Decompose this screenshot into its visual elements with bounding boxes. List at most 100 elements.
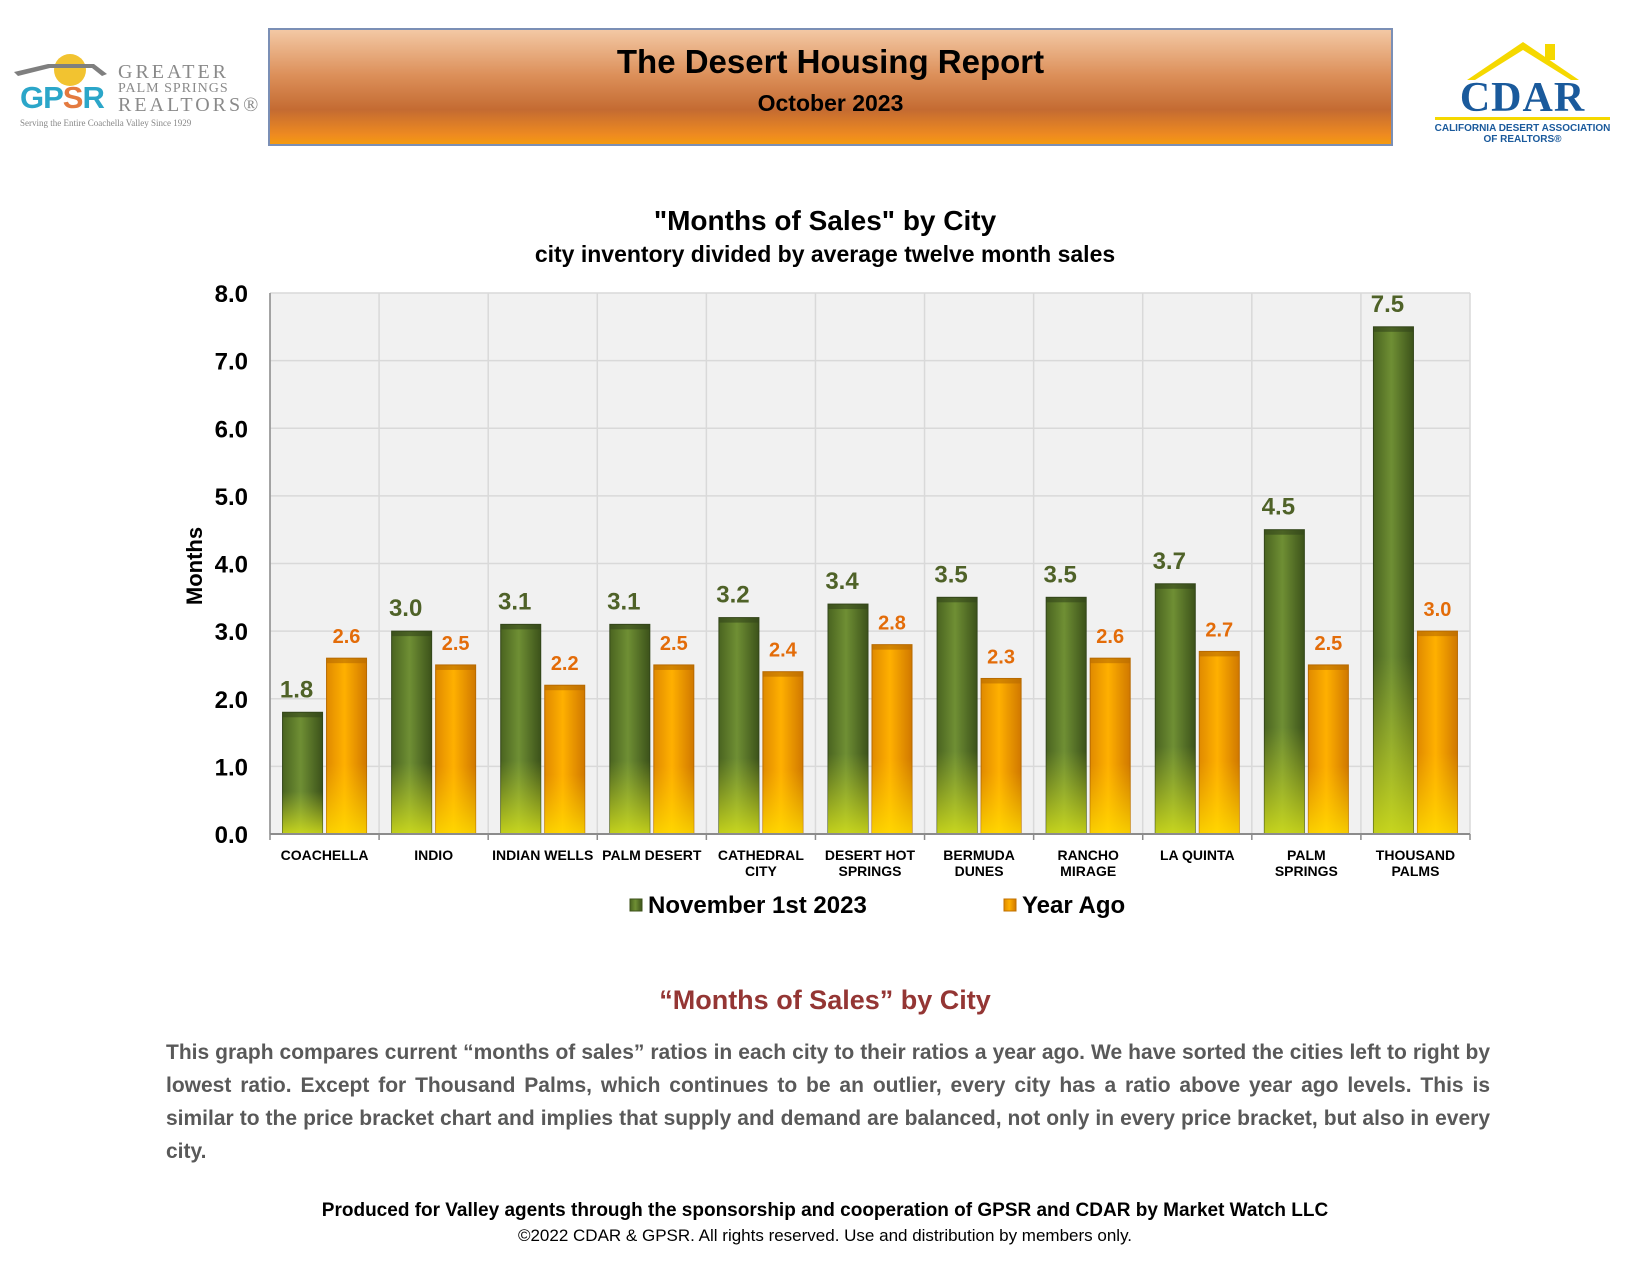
labels-layer: 1.8 2.6 3.0 2.5 3.1 2.2 3.1 2.5 3.2 2.4 3.4 2.8 3.5 2… [280, 291, 1452, 703]
bar-highlight [500, 624, 541, 834]
bar-highlight [1090, 658, 1131, 834]
bars-layer [282, 326, 1458, 835]
bar-highlight [872, 644, 912, 834]
bar-cap [391, 631, 432, 637]
legend-swatch-current [629, 898, 643, 912]
report-date: October 2023 [757, 90, 904, 116]
bar-highlight [1308, 664, 1349, 834]
x-tick-label: PALMS [1391, 863, 1439, 879]
legend: November 1st 2023 Year Ago [629, 892, 1125, 919]
bar-highlight [1155, 583, 1196, 834]
bar-highlight [981, 678, 1022, 834]
bar-cap [282, 712, 323, 718]
data-label-current: 3.2 [716, 582, 749, 609]
y-tick-label: 6.0 [215, 416, 248, 443]
bar-cap [653, 664, 694, 670]
legend-label-year-ago: Year Ago [1022, 892, 1125, 919]
bar-highlight [1046, 597, 1087, 834]
data-label-current: 3.4 [825, 568, 859, 595]
gpsr-tagline: Serving the Entire Coachella Valley Sinc… [20, 118, 192, 128]
x-tick-label: BERMUDA [943, 847, 1015, 863]
y-tick-label: 2.0 [215, 687, 248, 714]
cdar-house-icon [1467, 42, 1579, 80]
x-tick-label: CITY [745, 863, 778, 879]
x-tick-label: SPRINGS [838, 863, 901, 879]
x-tick-label: INDIAN WELLS [492, 847, 593, 863]
legend-label-current: November 1st 2023 [648, 892, 867, 919]
y-tick-label: 7.0 [215, 349, 248, 376]
months-of-sales-chart: 1.8 2.6 3.0 2.5 3.1 2.2 3.1 2.5 3.2 2.4 3.4 2.8 3.5 2… [182, 281, 1471, 919]
bar-cap [1373, 326, 1414, 332]
data-label-current: 7.5 [1371, 291, 1404, 318]
x-tick-label: PALM [1287, 847, 1326, 863]
axis-layer: 0.0 1.0 2.0 3.0 4.0 5.0 6.0 7.0 8.0 COACHELLA INDI… [215, 281, 1471, 879]
footer-credit: Produced for Valley agents through the s… [321, 1200, 1329, 1221]
bar-cap [1264, 529, 1305, 535]
x-tick-label: MIRAGE [1060, 863, 1116, 879]
data-label-year-ago: 2.5 [442, 633, 470, 655]
y-tick-label: 0.0 [215, 822, 248, 849]
data-label-current: 4.5 [1262, 494, 1295, 521]
bar-cap [718, 617, 759, 623]
bar-cap [1417, 631, 1458, 637]
cdar-name: CDAR [1459, 75, 1586, 121]
y-tick-label: 4.0 [215, 552, 248, 579]
gpsr-sun-roof-icon [14, 54, 107, 86]
commentary-body: This graph compares current “months of s… [166, 1041, 1490, 1163]
x-tick-label: PALM DESERT [602, 847, 702, 863]
x-tick-label: SPRINGS [1275, 863, 1338, 879]
bar-highlight [937, 597, 978, 834]
x-tick-label: CATHEDRAL [718, 847, 805, 863]
gpsr-abbr: GPSR [20, 80, 105, 115]
y-axis-label: Months [182, 527, 207, 605]
report-title: The Desert Housing Report [616, 43, 1045, 80]
bar-cap [937, 597, 978, 603]
y-tick-label: 8.0 [215, 281, 248, 308]
data-label-year-ago: 3.0 [1424, 599, 1452, 621]
bar-cap [1308, 664, 1349, 670]
data-label-year-ago: 2.7 [1205, 619, 1233, 641]
bar-cap [828, 604, 868, 610]
data-label-current: 1.8 [280, 676, 313, 703]
legend-swatch-year-ago [1003, 898, 1017, 912]
footer-copyright: ©2022 CDAR & GPSR. All rights reserved. … [517, 1226, 1133, 1245]
bar-highlight [282, 712, 323, 834]
data-label-year-ago: 2.5 [660, 633, 688, 655]
data-label-year-ago: 2.3 [987, 646, 1015, 668]
data-label-current: 3.1 [607, 588, 640, 615]
x-tick-label: INDIO [414, 847, 453, 863]
cdar-underline [1435, 117, 1610, 120]
x-tick-label: THOUSAND [1376, 847, 1455, 863]
gpsr-logo: GPSR GREATER PALM SPRINGS REALTORS® Serv… [12, 52, 258, 132]
bar-cap [544, 685, 585, 691]
gpsr-line-3: REALTORS® [118, 94, 262, 116]
data-label-year-ago: 2.6 [1096, 626, 1124, 648]
bar-highlight [1264, 529, 1305, 834]
cdar-logo: CDAR CALIFORNIA DESERT ASSOCIATION OF RE… [1425, 38, 1620, 148]
bar-highlight [1417, 631, 1458, 834]
bar-highlight [1373, 326, 1414, 834]
bar-highlight [653, 664, 694, 834]
data-label-current: 3.5 [934, 561, 967, 588]
commentary-title: “Months of Sales” by City [659, 985, 991, 1015]
bar-cap [1155, 583, 1196, 589]
bar-cap [1199, 651, 1240, 657]
chart-subtitle: city inventory divided by average twelve… [534, 241, 1116, 267]
bar-highlight [718, 617, 759, 834]
x-tick-label: DUNES [955, 863, 1004, 879]
data-label-year-ago: 2.8 [878, 613, 906, 635]
chart-title: "Months of Sales" by City [653, 205, 997, 236]
bar-cap [1046, 597, 1087, 603]
data-label-year-ago: 2.4 [769, 640, 798, 662]
x-tick-label: RANCHO [1057, 847, 1119, 863]
gpsr-line-2: PALM SPRINGS [118, 81, 229, 96]
data-label-year-ago: 2.2 [551, 653, 579, 675]
bar-cap [872, 644, 912, 650]
data-label-current: 3.5 [1043, 561, 1076, 588]
data-label-year-ago: 2.5 [1314, 633, 1342, 655]
bar-cap [762, 671, 803, 677]
cdar-line-2: OF REALTORS® [1483, 134, 1562, 145]
x-tick-label: COACHELLA [281, 847, 369, 863]
bar-highlight [544, 685, 585, 834]
x-tick-label: DESERT HOT [825, 847, 916, 863]
